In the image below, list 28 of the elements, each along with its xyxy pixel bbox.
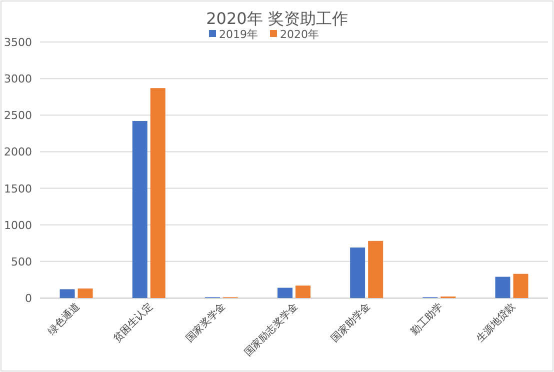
bar — [368, 240, 384, 298]
bar — [60, 289, 75, 298]
x-tick-label: 国家励志奖学金 — [242, 300, 300, 359]
x-tick-label: 生源地贷款 — [474, 300, 518, 344]
bar — [350, 248, 366, 298]
x-tick-label: 国家奖学金 — [184, 300, 228, 344]
x-tick-label: 勤工助学 — [408, 300, 446, 338]
bar — [513, 274, 528, 298]
x-tick-label: 绿色通道 — [46, 300, 82, 338]
y-tick-label: 0 — [25, 292, 32, 305]
y-tick-label: 1500 — [4, 182, 32, 196]
legend-label: 2020年 — [280, 28, 319, 41]
bar — [132, 120, 148, 298]
x-tick-label: 国家助学金 — [328, 300, 373, 344]
chart-title: 2020年 奖资助工作 — [206, 9, 348, 28]
bar — [296, 286, 310, 298]
bar — [278, 288, 292, 298]
bar — [150, 88, 166, 298]
legend-label: 2019年 — [219, 28, 258, 41]
y-tick-label: 3500 — [4, 36, 32, 49]
y-tick-label: 2000 — [4, 146, 32, 159]
bar — [78, 288, 93, 298]
y-tick-label: 1000 — [4, 218, 32, 232]
y-tick-label: 2500 — [4, 109, 32, 122]
y-tick-label: 500 — [11, 255, 32, 268]
bar — [495, 276, 510, 298]
x-tick-label: 贫困生认定 — [111, 300, 155, 344]
y-tick-label: 3000 — [4, 72, 32, 86]
